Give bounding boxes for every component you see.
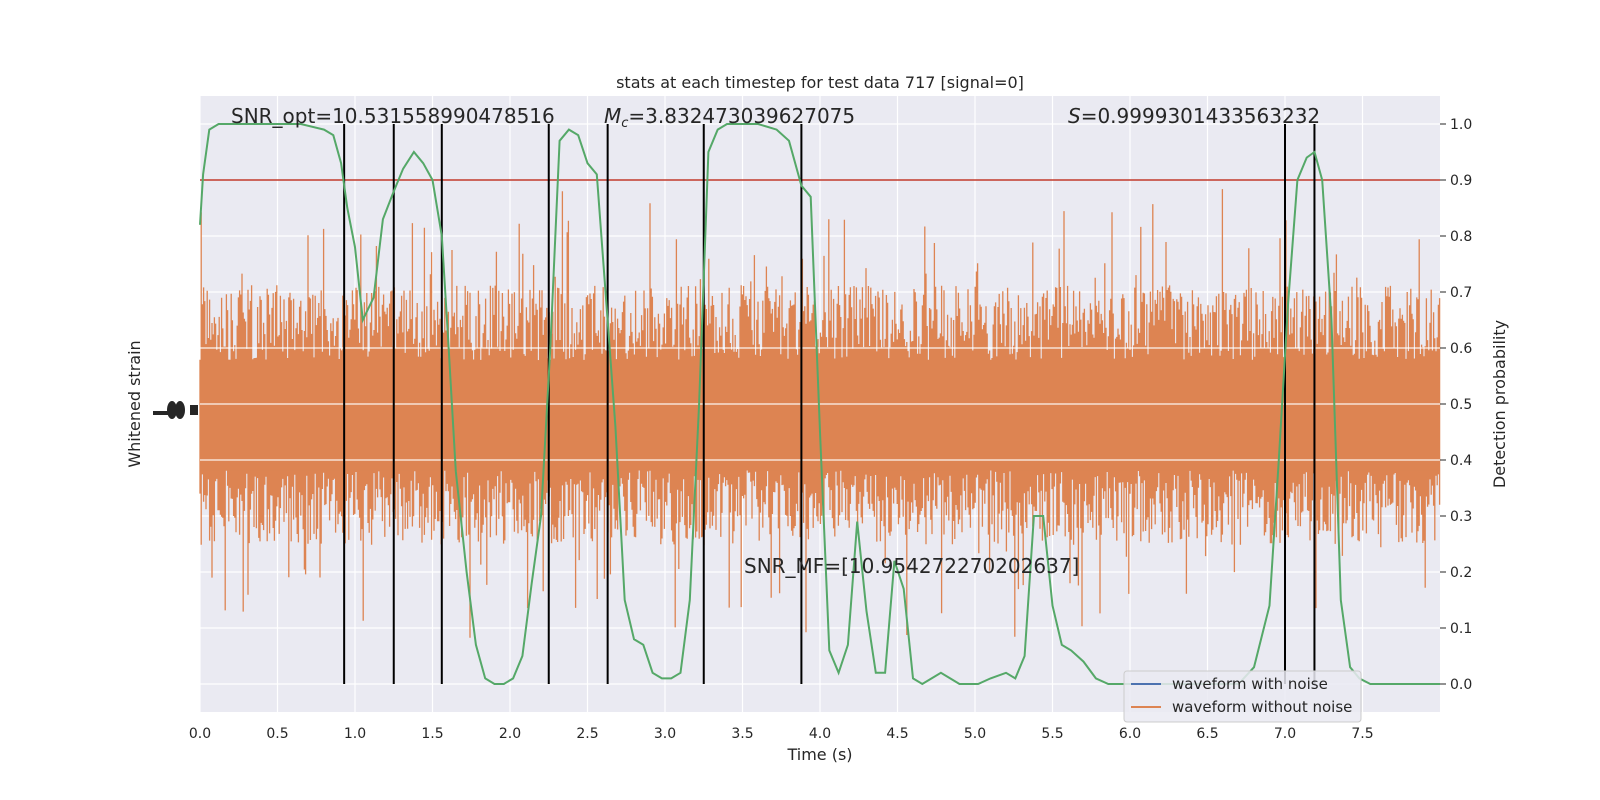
x-axis-ticks: 0.0 0.5 1.0 1.5 2.0 2.5 3.0 3.5 4.0 4.5 5.0 5.5 6.0 6… [189,726,1374,742]
x-tick-label: 1.5 [421,726,443,742]
x-tick-label: 1.0 [344,726,366,742]
y-tick-label: 1.0 [1450,117,1472,133]
x-tick-label: 5.0 [964,726,986,742]
y-tick-label: 0.4 [1450,453,1472,469]
x-tick-label: 7.0 [1274,726,1296,742]
y-tick-label: 0.9 [1450,173,1472,189]
y-tick-label: 0.7 [1450,285,1472,301]
x-tick-label: 2.5 [576,726,598,742]
x-tick-label: 0.0 [189,726,211,742]
legend-label-without-noise: waveform without noise [1172,698,1352,716]
y-tick-label: 0.3 [1450,509,1472,525]
left-axis-label: Whitened strain [125,340,144,467]
x-tick-label: 0.5 [266,726,288,742]
y-tick-label: 0.1 [1450,621,1472,637]
x-tick-label: 6.0 [1119,726,1141,742]
snr-mf-annotation: SNR_MF=[10.954272270202637] [744,554,1079,578]
x-axis-label: Time (s) [786,745,852,764]
x-tick-label: 3.0 [654,726,676,742]
grid-overlay [200,347,1440,461]
x-tick-label: 7.5 [1351,726,1373,742]
x-tick-label: 4.5 [886,726,908,742]
x-tick-label: 6.5 [1196,726,1218,742]
snr-opt-annotation: SNR_opt=10.531558990478516 [231,104,555,128]
mc-annotation: Mc=3.832473039627075 [604,104,855,131]
x-tick-label: 3.5 [731,726,753,742]
y-tick-label: 0.0 [1450,677,1472,693]
legend-label-with-noise: waveform with noise [1172,675,1328,693]
x-tick-label: 4.0 [809,726,831,742]
legend-box [1123,670,1362,723]
right-axis-ticks: 0.0 0.1 0.2 0.3 0.4 0.5 0.6 0.7 0.8 0.9 1.0 [1440,117,1472,693]
legend: waveform with noise waveform without noi… [1123,670,1362,723]
x-tick-label: 5.5 [1041,726,1063,742]
y-tick-label: 0.6 [1450,341,1472,357]
detection-lines [343,124,1316,684]
y-tick-label: 0.5 [1450,397,1472,413]
y-tick-label: 0.8 [1450,229,1472,245]
chart-title: stats at each timestep for test data 717… [616,73,1024,92]
s-annotation: S=0.9999301433563232 [1068,104,1320,128]
y-tick-label: 0.2 [1450,565,1472,581]
x-tick-label: 2.0 [499,726,521,742]
right-axis-label: Detection probability [1490,320,1509,488]
left-axis-ticks-icon [153,401,198,419]
